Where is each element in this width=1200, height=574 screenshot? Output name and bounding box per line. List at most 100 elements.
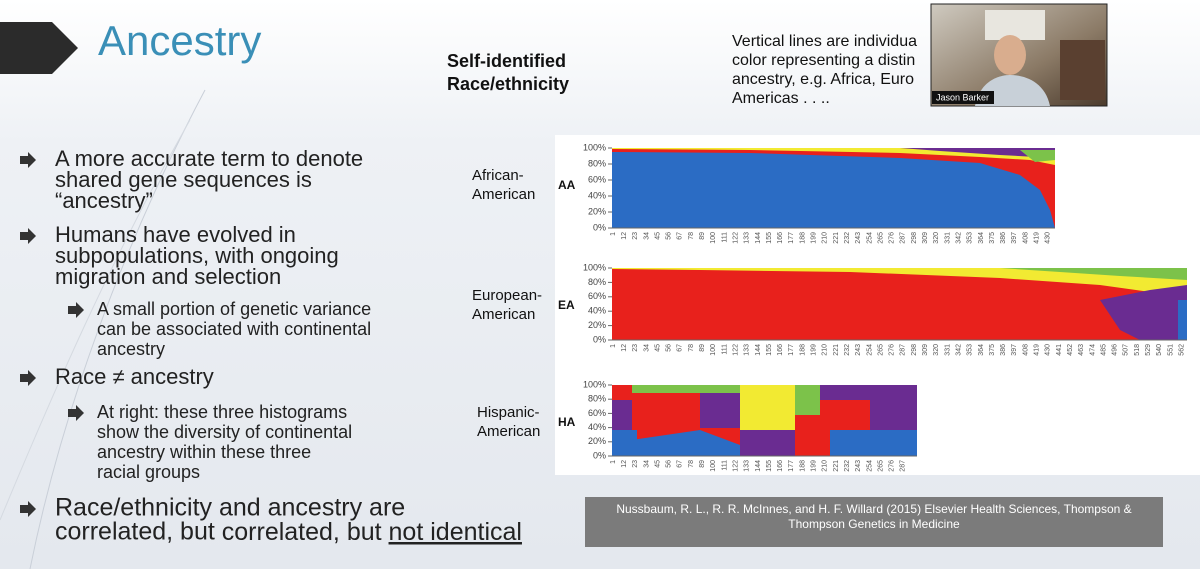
x-tick-label: 1 xyxy=(610,460,617,464)
x-tick-label: 111 xyxy=(721,460,728,471)
bullet-text: subpopulations, with ongoing xyxy=(55,243,339,268)
group-label: American xyxy=(472,306,535,323)
x-tick-label: 56 xyxy=(666,460,673,468)
x-tick-label: 298 xyxy=(911,232,918,244)
x-tick-label: 188 xyxy=(799,232,806,244)
x-tick-label: 188 xyxy=(799,460,806,472)
x-tick-label: 353 xyxy=(967,232,974,244)
y-tick-label: 0% xyxy=(593,334,606,344)
x-tick-label: 232 xyxy=(844,460,851,472)
x-tick-label: 67 xyxy=(677,460,684,468)
x-tick-label: 56 xyxy=(666,232,673,240)
x-tick-label: 331 xyxy=(944,344,951,356)
bullet-icon xyxy=(20,370,36,386)
x-tick-label: 1 xyxy=(610,232,617,236)
x-tick-label: 221 xyxy=(833,344,840,356)
x-tick-label: 166 xyxy=(777,460,784,472)
x-tick-label: 507 xyxy=(1123,344,1130,356)
x-tick-label: 177 xyxy=(788,232,795,244)
x-tick-label: 199 xyxy=(811,232,818,244)
x-tick-label: 232 xyxy=(844,344,851,356)
x-tick-label: 23 xyxy=(632,232,639,240)
x-tick-label: 430 xyxy=(1045,344,1052,356)
x-tick-label: 23 xyxy=(632,344,639,352)
x-tick-label: 78 xyxy=(688,460,695,468)
x-tick-label: 12 xyxy=(621,460,628,468)
x-tick-label: 419 xyxy=(1034,344,1041,356)
bullet-icon xyxy=(68,302,84,318)
x-tick-label: 408 xyxy=(1022,344,1029,356)
x-tick-label: 397 xyxy=(1011,232,1018,244)
x-tick-label: 56 xyxy=(666,344,673,352)
bullet-text: ancestry xyxy=(97,339,165,359)
x-tick-label: 133 xyxy=(744,344,751,356)
y-tick-label: 80% xyxy=(588,158,606,168)
x-tick-label: 441 xyxy=(1056,344,1063,356)
x-tick-label: 89 xyxy=(699,344,706,352)
note-line: Vertical lines are individua xyxy=(732,33,917,50)
x-tick-label: 430 xyxy=(1045,232,1052,244)
x-tick-label: 78 xyxy=(688,344,695,352)
x-tick-label: 232 xyxy=(844,232,851,244)
group-label: American xyxy=(477,423,540,440)
x-tick-label: 89 xyxy=(699,460,706,468)
x-tick-label: 78 xyxy=(688,232,695,240)
bullet-text: At right: these three histograms xyxy=(97,402,347,422)
decor-line xyxy=(29,89,206,570)
x-tick-label: 144 xyxy=(755,232,762,244)
citation-line: Thompson Genetics in Medicine xyxy=(788,517,960,531)
note-line: Americas . . .. xyxy=(732,90,830,107)
x-tick-label: 309 xyxy=(922,232,929,244)
x-tick-label: 243 xyxy=(855,344,862,356)
x-tick-label: 111 xyxy=(721,344,728,355)
x-tick-label: 353 xyxy=(967,344,974,356)
header-line: Race/ethnicity xyxy=(447,74,569,94)
y-tick-label: 20% xyxy=(588,206,606,216)
x-tick-label: 177 xyxy=(788,460,795,472)
x-tick-label: 540 xyxy=(1156,344,1163,356)
x-tick-label: 518 xyxy=(1134,344,1141,356)
bullet-icon xyxy=(20,152,36,168)
y-tick-label: 0% xyxy=(593,222,606,232)
y-tick-label: 60% xyxy=(588,408,606,418)
x-tick-label: 364 xyxy=(978,344,985,356)
x-tick-label: 1 xyxy=(610,344,617,348)
x-tick-label: 529 xyxy=(1145,344,1152,356)
x-tick-label: 463 xyxy=(1078,344,1085,356)
group-label: Hispanic- xyxy=(477,404,540,421)
citation: Nussbaum, R. L., R. R. McInnes, and H. F… xyxy=(616,502,1131,531)
x-tick-label: 177 xyxy=(788,344,795,356)
y-tick-label: 100% xyxy=(583,142,606,152)
x-tick-label: 221 xyxy=(833,460,840,472)
x-tick-label: 397 xyxy=(1011,344,1018,356)
citation-line: Nussbaum, R. L., R. R. McInnes, and H. F… xyxy=(616,502,1131,516)
x-tick-label: 386 xyxy=(1000,344,1007,356)
x-tick-label: 210 xyxy=(822,344,829,356)
x-tick-label: 199 xyxy=(811,460,818,472)
x-tick-label: 276 xyxy=(889,344,896,356)
x-tick-label: 485 xyxy=(1100,344,1107,356)
x-tick-label: 89 xyxy=(699,232,706,240)
x-tick-label: 155 xyxy=(766,344,773,356)
x-tick-label: 287 xyxy=(900,460,907,472)
x-tick-label: 122 xyxy=(732,232,739,244)
bullet-text: correlated, but xyxy=(222,518,389,546)
x-tick-label: 562 xyxy=(1178,344,1185,356)
x-tick-label: 111 xyxy=(721,232,728,243)
bullet-text: Race/ethnicity and ancestry are xyxy=(55,494,405,522)
x-tick-label: 265 xyxy=(877,344,884,356)
x-tick-label: 100 xyxy=(710,460,717,472)
x-tick-label: 408 xyxy=(1022,232,1029,244)
x-tick-label: 67 xyxy=(677,344,684,352)
x-tick-label: 254 xyxy=(866,344,873,356)
y-tick-label: 40% xyxy=(588,306,606,316)
y-tick-label: 40% xyxy=(588,190,606,200)
y-tick-label: 100% xyxy=(583,262,606,272)
y-tick-label: 100% xyxy=(583,379,606,389)
x-tick-label: 452 xyxy=(1067,344,1074,356)
x-tick-label: 34 xyxy=(643,344,650,352)
bullet-text: “ancestry” xyxy=(55,188,153,213)
header-line: Self-identified xyxy=(447,51,566,71)
